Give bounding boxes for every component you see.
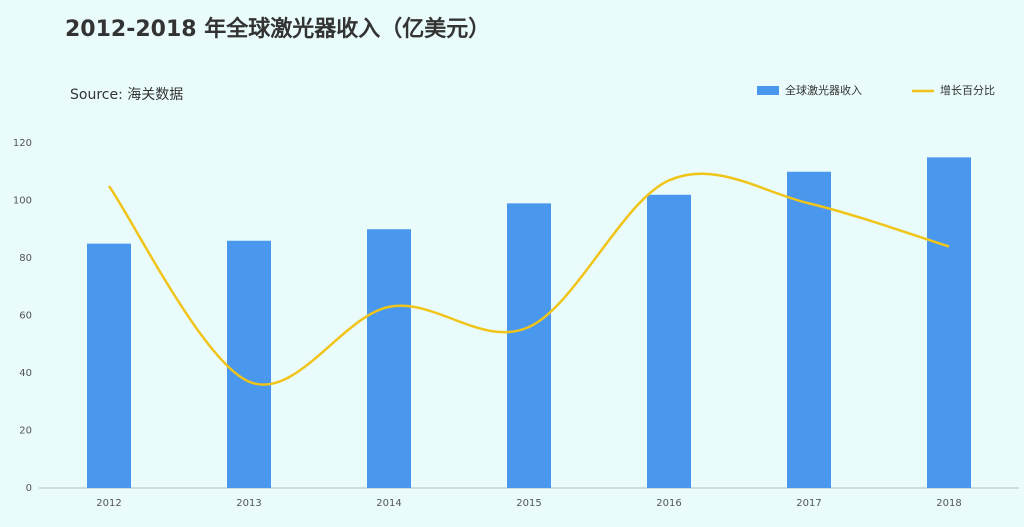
legend-label: 全球激光器收入 xyxy=(785,83,862,97)
x-tick-label: 2018 xyxy=(936,498,961,509)
bar xyxy=(367,229,411,488)
bar xyxy=(87,243,131,488)
y-tick-label: 60 xyxy=(19,311,32,322)
y-tick-label: 0 xyxy=(26,483,32,494)
x-tick-label: 2017 xyxy=(796,498,821,509)
legend-swatch xyxy=(757,86,779,95)
legend-label: 增长百分比 xyxy=(940,83,995,97)
y-tick-label: 100 xyxy=(13,196,32,207)
x-tick-label: 2012 xyxy=(96,498,121,509)
bar xyxy=(647,194,691,488)
chart-subtitle: Source: 海关数据 xyxy=(70,87,183,103)
x-tick-label: 2015 xyxy=(516,498,541,509)
bar xyxy=(227,240,271,488)
y-tick-label: 120 xyxy=(13,138,32,149)
line xyxy=(107,172,950,386)
bar xyxy=(507,203,551,488)
bar xyxy=(927,157,971,488)
chart-title: 2012-2018 年全球激光器收入（亿美元） xyxy=(65,16,490,42)
y-tick-label: 40 xyxy=(19,368,32,379)
y-tick-label: 20 xyxy=(19,426,32,437)
x-tick-label: 2014 xyxy=(376,498,401,509)
x-tick-label: 2016 xyxy=(656,498,681,509)
bar xyxy=(787,171,831,488)
x-tick-label: 2013 xyxy=(236,498,261,509)
y-tick-label: 80 xyxy=(19,253,32,264)
